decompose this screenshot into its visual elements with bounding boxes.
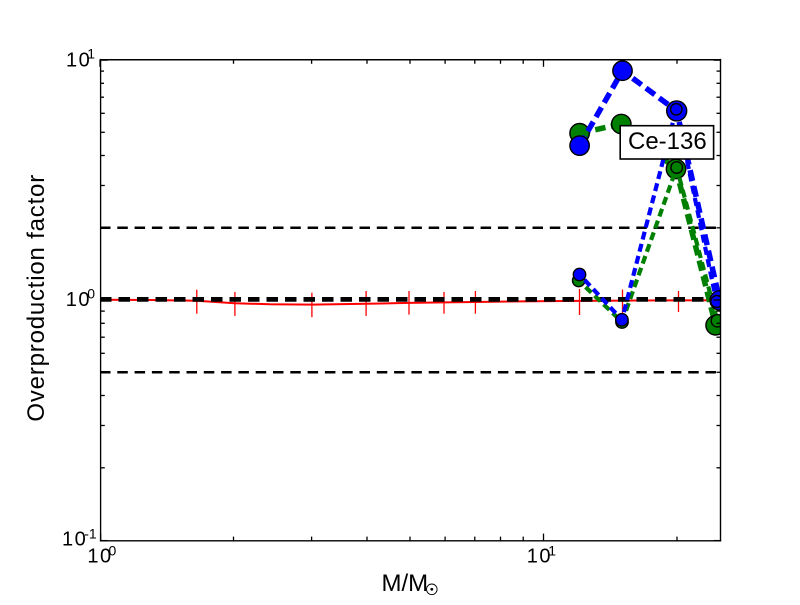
svg-text:-1: -1: [84, 525, 97, 541]
svg-text:Overproduction factor: Overproduction factor: [23, 174, 50, 422]
svg-text:10: 10: [62, 529, 87, 551]
svg-text:0: 0: [87, 286, 95, 302]
svg-text:1: 1: [87, 45, 95, 61]
svg-text:10: 10: [66, 50, 91, 72]
svg-text:0: 0: [109, 543, 117, 559]
svg-text:10: 10: [87, 546, 112, 568]
svg-text:1: 1: [548, 543, 556, 559]
svg-text:M/M: M/M: [382, 570, 429, 597]
svg-text:10: 10: [527, 546, 552, 568]
svg-text:Ce-136: Ce-136: [628, 128, 707, 155]
svg-text:10: 10: [66, 289, 91, 311]
